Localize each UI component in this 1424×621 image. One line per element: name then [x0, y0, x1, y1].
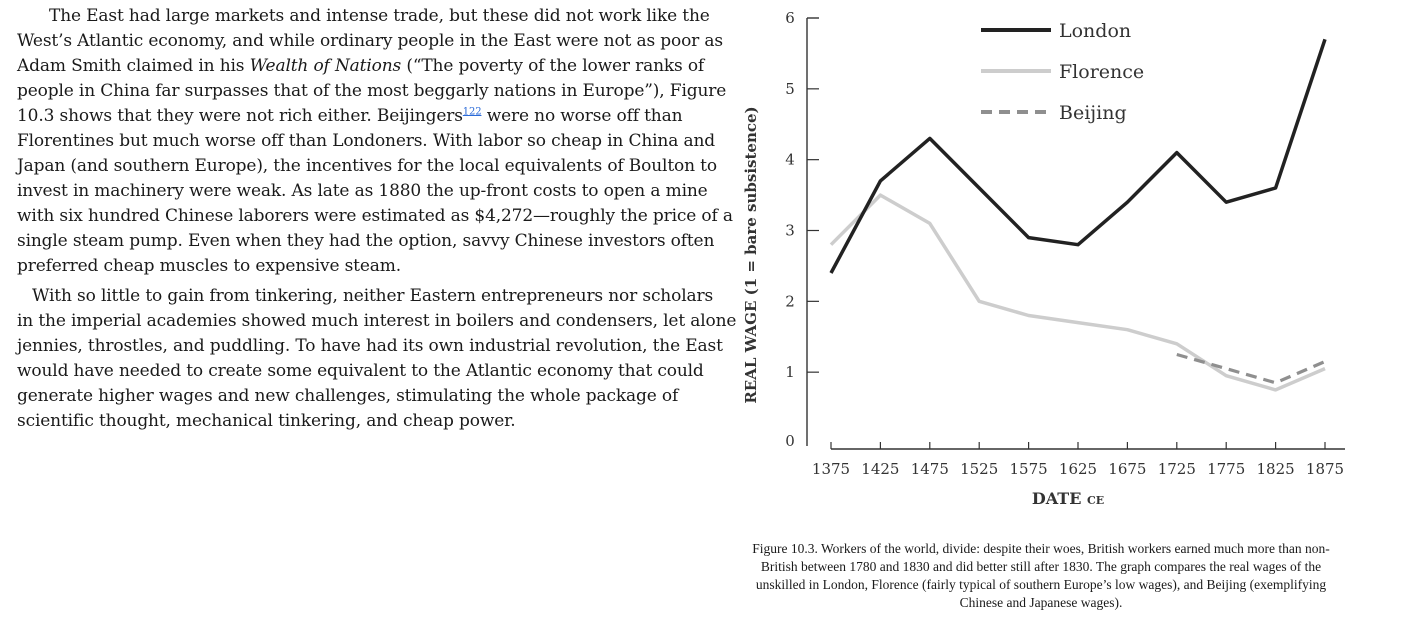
legend-label: Beijing	[1059, 102, 1127, 124]
wage-line-chart: 0 1 2 3 4 5 6 1375 1425 1475 1525 1575 1625 1675 1725 1…	[742, 9, 1345, 508]
text-line: single steam pump. Even when they had th…	[17, 231, 715, 251]
x-tick-label: 1825	[1257, 460, 1295, 478]
x-tick-label: 1875	[1306, 460, 1344, 478]
paragraph-2: With so little to gain from tinkering, n…	[17, 284, 737, 434]
text-line: Japan (and southern Europe), the incenti…	[17, 156, 717, 176]
caption-line: unskilled in London, Florence (fairly ty…	[755, 577, 1327, 592]
text-line: invest in machinery were weak. As late a…	[17, 181, 708, 201]
series-line-beijing	[1176, 352, 1326, 385]
y-tick-label: 1	[785, 363, 795, 381]
text-line: jennies, throstles, and puddling. To hav…	[17, 336, 723, 356]
text-line: 10.3 shows that they were not rich eithe…	[17, 104, 683, 129]
text-line: people in China far surpasses that of th…	[17, 81, 727, 101]
x-axis-label-suffix: CE	[1087, 494, 1104, 507]
x-tick-label: 1525	[960, 460, 998, 478]
figure-caption: Figure 10.3. Workers of the world, divid…	[725, 540, 1357, 612]
y-tick-label: 2	[785, 292, 795, 310]
legend-label: Florence	[1059, 61, 1144, 83]
x-axis-label: DATE CE	[1032, 489, 1104, 508]
body-text: The East had large markets and intense t…	[17, 4, 737, 439]
caption-line: Chinese and Japanese wages).	[959, 595, 1123, 610]
x-tick-label: 1775	[1207, 460, 1245, 478]
text-line: Florentines but much worse off than Lond…	[17, 131, 715, 151]
book-title: Wealth of Nations	[249, 56, 402, 76]
text-segment: 10.3 shows that they were not rich eithe…	[17, 106, 463, 126]
text-line: generate higher wages and new challenges…	[17, 386, 679, 406]
text-segment: (“The poverty of the lower ranks of	[401, 56, 705, 76]
text-line: West’s Atlantic economy, and while ordin…	[17, 31, 723, 51]
caption-line: British between 1780 and 1830 and did be…	[760, 559, 1322, 574]
text-line: The East had large markets and intense t…	[49, 6, 710, 26]
x-tick-label: 1425	[861, 460, 899, 478]
text-line: Adam Smith claimed in his Wealth of Nati…	[17, 54, 704, 79]
y-tick-label: 4	[785, 151, 795, 169]
series-line-florence	[829, 193, 1326, 392]
caption-line: Figure 10.3. Workers of the world, divid…	[752, 541, 1330, 556]
x-tick-label: 1675	[1108, 460, 1146, 478]
text-line: preferred cheap muscles to expensive ste…	[17, 256, 401, 276]
y-tick-label: 5	[785, 80, 795, 98]
x-tick-label: 1475	[911, 460, 949, 478]
text-line: in the imperial academies showed much in…	[17, 311, 737, 331]
text-segment: were no worse off than	[481, 106, 683, 126]
x-tick-label: 1625	[1059, 460, 1097, 478]
x-tick-label: 1375	[812, 460, 850, 478]
y-tick-label: 0	[785, 432, 795, 450]
text-line: With so little to gain from tinkering, n…	[32, 286, 714, 306]
paragraph-1: The East had large markets and intense t…	[17, 4, 733, 279]
legend-label: London	[1059, 20, 1131, 42]
y-tick-label: 3	[785, 222, 795, 240]
text-line: would have needed to create some equival…	[17, 361, 704, 381]
text-line: with six hundred Chinese laborers were e…	[17, 206, 733, 226]
text-line: scientific thought, mechanical tinkering…	[17, 411, 516, 431]
y-tick-label: 6	[785, 9, 795, 27]
text-segment: Adam Smith claimed in his	[17, 56, 250, 76]
x-tick-label: 1725	[1158, 460, 1196, 478]
x-tick-label: 1575	[1010, 460, 1048, 478]
footnote-link[interactable]: 122	[462, 106, 482, 118]
y-axis-label: REAL WAGE (1 = bare subsistence)	[742, 106, 760, 403]
series-line-london	[829, 38, 1327, 274]
